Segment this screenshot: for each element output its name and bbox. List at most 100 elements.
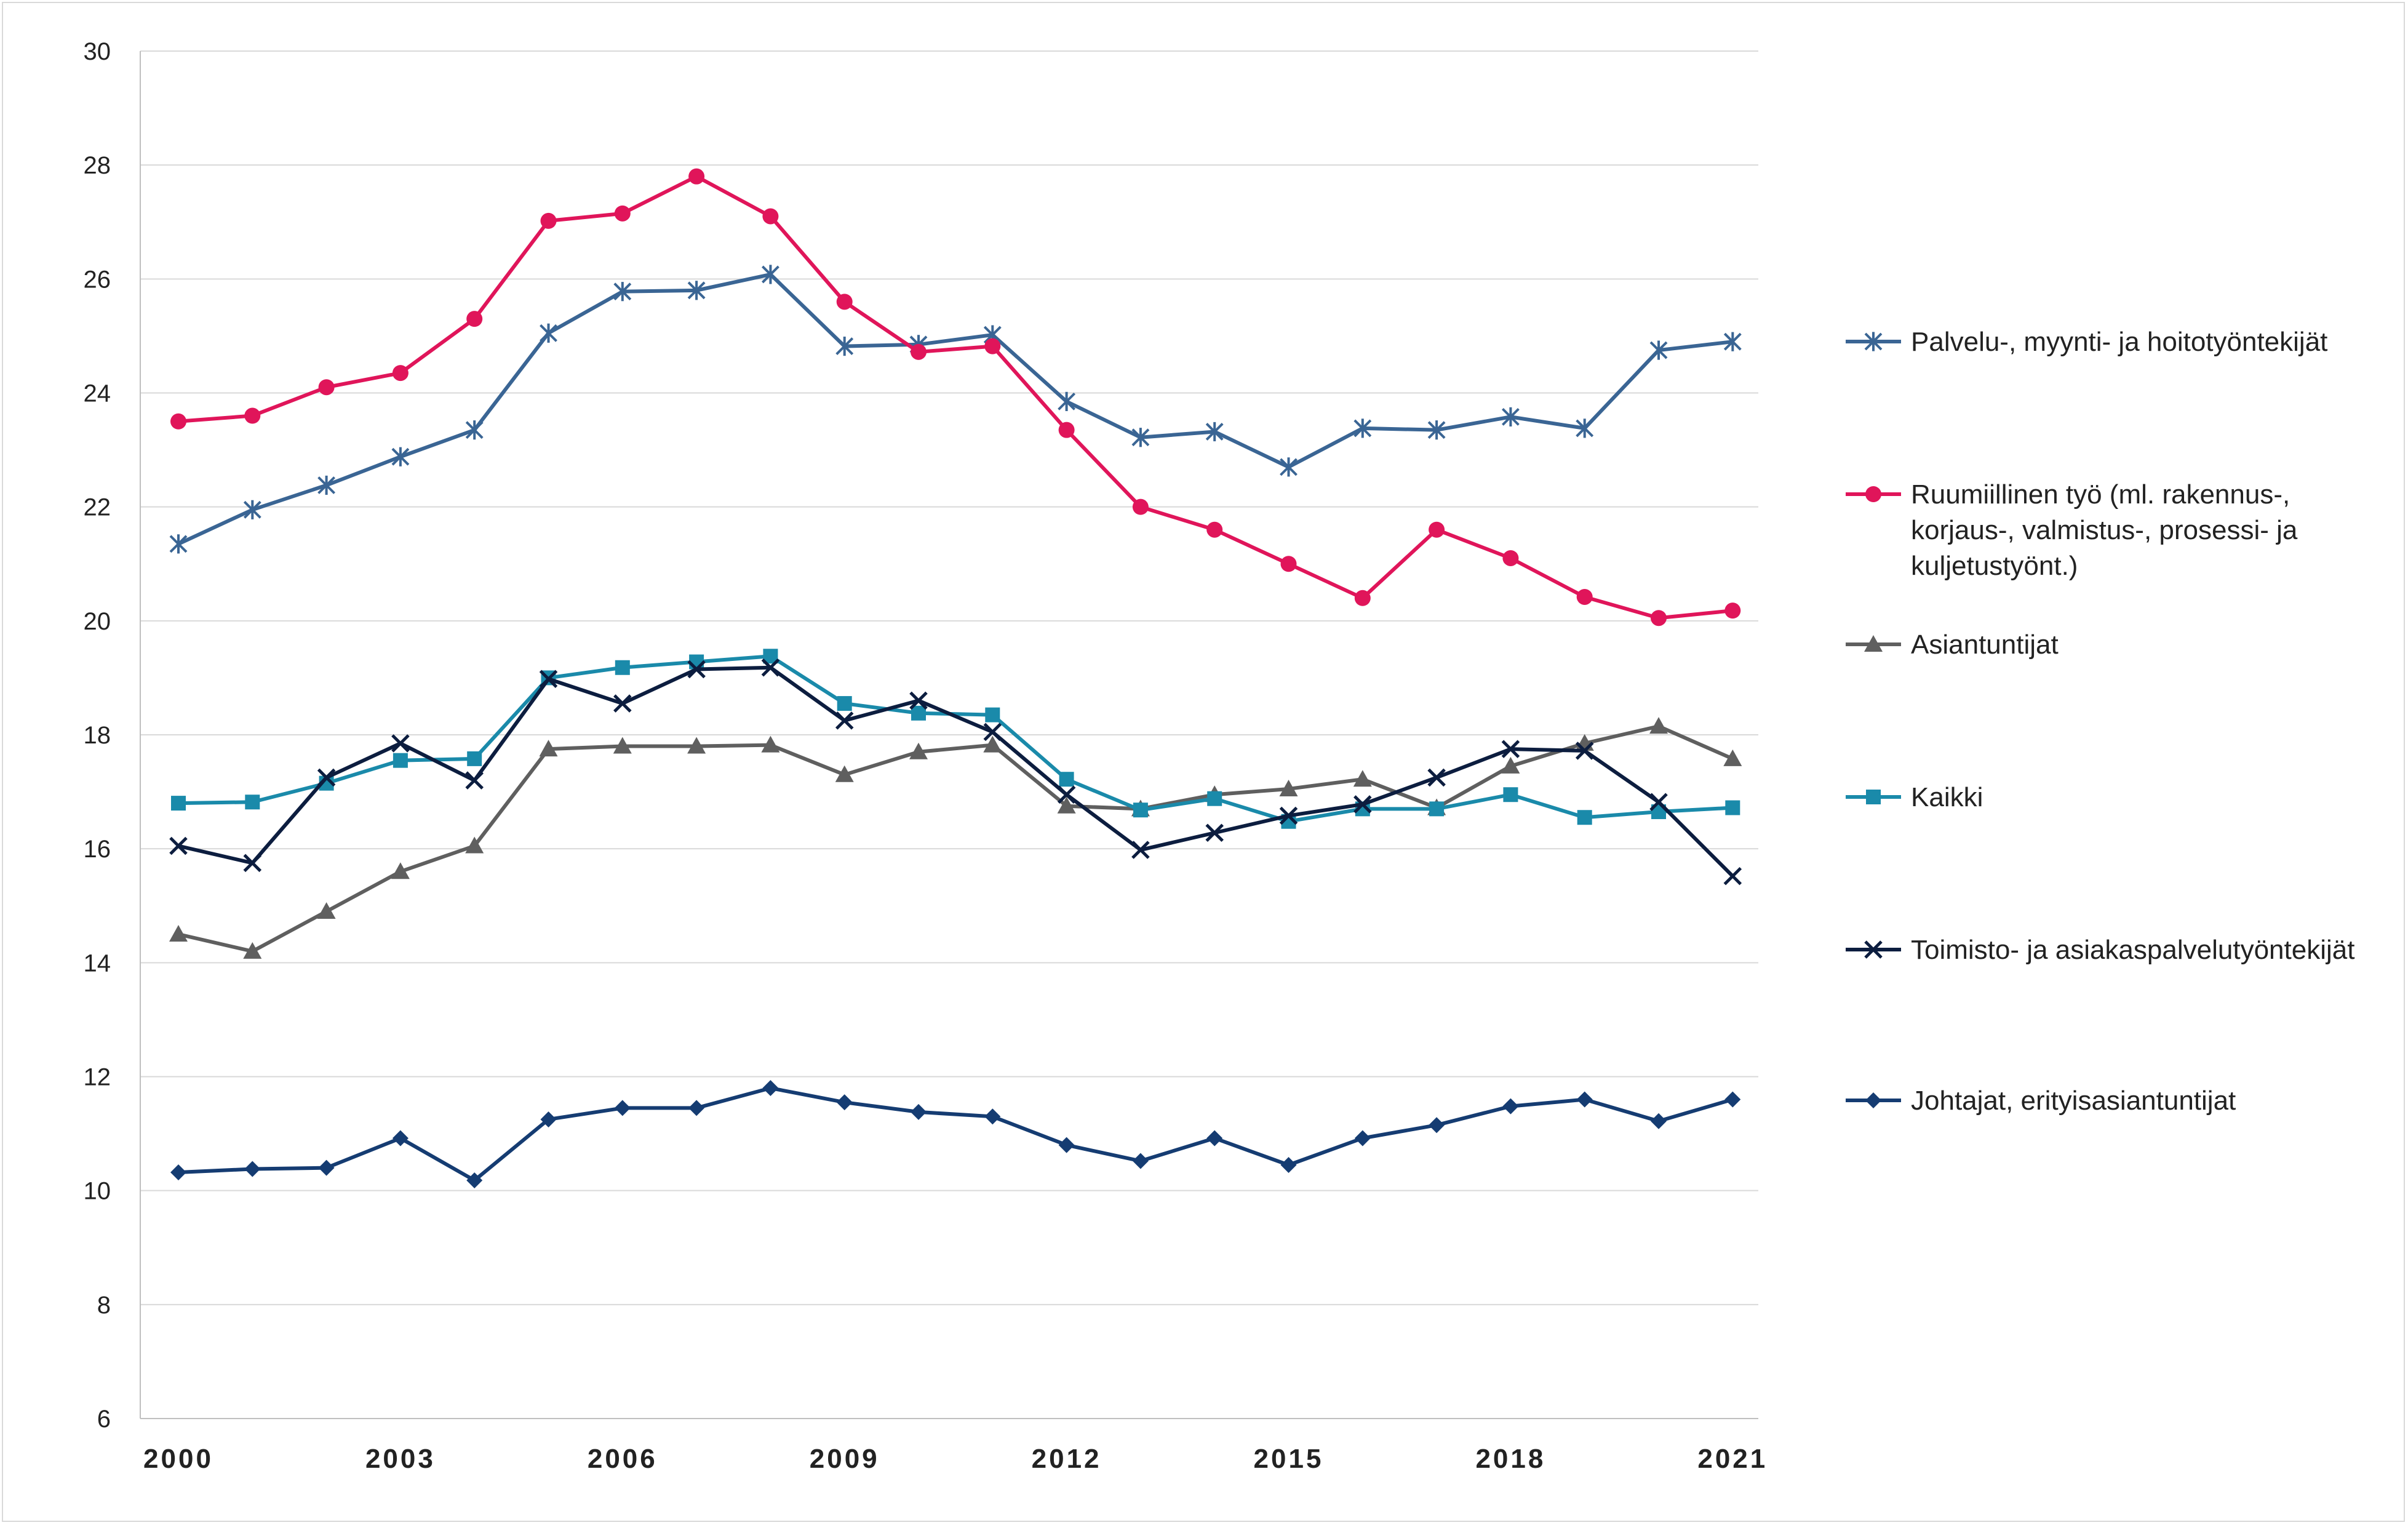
data-point: [1205, 823, 1224, 843]
data-point: [1577, 810, 1592, 825]
data-point: [835, 336, 854, 356]
data-point: [1058, 422, 1075, 438]
y-tick-label: 28: [84, 152, 111, 179]
data-point: [1133, 803, 1148, 818]
data-point: [985, 707, 1000, 722]
data-point: [170, 413, 186, 430]
data-point: [243, 854, 262, 873]
data-point: [762, 1080, 779, 1097]
data-point: [467, 751, 482, 766]
data-point: [1649, 717, 1668, 734]
y-tick-label: 30: [84, 38, 111, 65]
data-point: [1279, 779, 1298, 796]
data-point: [688, 168, 705, 185]
y-tick-label: 10: [84, 1178, 111, 1205]
data-point: [465, 420, 484, 440]
data-point: [540, 1111, 557, 1127]
data-point: [983, 735, 1002, 753]
series-group: [169, 168, 1742, 1189]
data-point: [1724, 1091, 1741, 1108]
x-tick-label: 2003: [365, 1444, 436, 1474]
legend-label: Ruumiillinen työ (ml. rakennus-,: [1911, 479, 2290, 510]
data-point: [392, 1130, 409, 1147]
data-point: [1207, 791, 1222, 806]
y-tick-label: 8: [97, 1292, 111, 1319]
data-point: [689, 654, 704, 670]
data-point: [1724, 602, 1741, 619]
y-tick-label: 26: [84, 266, 111, 293]
legend-item: Kaikki: [1846, 782, 1983, 812]
x-tick-label: 2000: [143, 1444, 213, 1474]
y-tick-label: 16: [84, 836, 111, 863]
data-point: [171, 796, 186, 811]
data-point: [245, 795, 260, 810]
data-point: [244, 407, 261, 424]
data-point: [465, 771, 484, 790]
data-point: [613, 694, 632, 713]
legend: Palvelu-, myynti- ja hoitotyöntekijät Ruu…: [1846, 327, 2354, 1116]
data-point: [466, 1172, 483, 1189]
data-point: [391, 734, 410, 753]
data-point: [1429, 521, 1445, 538]
data-point: [170, 1164, 186, 1181]
y-tick-label: 6: [97, 1406, 111, 1433]
data-point: [909, 691, 928, 710]
legend-label: korjaus-, valmistus-, prosessi- ja: [1911, 515, 2298, 545]
data-point: [317, 475, 336, 495]
data-point: [1205, 422, 1224, 442]
data-point: [1354, 795, 1372, 814]
data-point: [1059, 772, 1074, 787]
data-point: [539, 670, 558, 689]
data-point: [1429, 1117, 1445, 1134]
data-point: [983, 722, 1002, 742]
data-point: [466, 311, 483, 327]
data-point: [1057, 785, 1076, 804]
data-point: [1354, 1130, 1371, 1147]
data-point: [1206, 1130, 1223, 1147]
data-point: [540, 323, 557, 343]
series-5: [169, 658, 1742, 886]
series-line: [178, 654, 1733, 823]
data-point: [1723, 332, 1742, 351]
data-point: [1280, 556, 1297, 572]
axes: [140, 51, 1758, 1419]
legend-item: Palvelu-, myynti- ja hoitotyöntekijät: [1846, 327, 2327, 357]
series-line: [178, 665, 1734, 878]
data-point: [1649, 340, 1668, 360]
data-point: [1864, 332, 1883, 351]
y-tick-label: 20: [84, 608, 111, 635]
data-point: [1502, 1098, 1519, 1115]
x-tick-label: 2009: [810, 1444, 880, 1474]
data-point: [1057, 796, 1076, 814]
data-point: [1864, 940, 1883, 959]
data-point: [243, 942, 262, 959]
data-point: [613, 737, 632, 754]
data-point: [1502, 550, 1519, 566]
data-point: [837, 696, 852, 711]
legend-label: kuljetustyönt.): [1911, 551, 2078, 581]
x-tick-label: 2021: [1697, 1444, 1768, 1474]
data-point: [1353, 770, 1372, 787]
x-tick-label: 2006: [588, 1444, 658, 1474]
data-point: [243, 500, 261, 519]
data-point: [1501, 756, 1520, 774]
y-axis-ticks: 6 8 10 12 14 16 18 20 22 24 26 28 30: [84, 38, 111, 1433]
data-point: [317, 902, 336, 919]
data-point: [1280, 457, 1298, 477]
legend-label: Kaikki: [1911, 782, 1983, 812]
data-point: [1723, 867, 1742, 886]
data-point: [1649, 793, 1668, 812]
data-point: [1651, 610, 1667, 626]
data-point: [836, 1094, 853, 1111]
data-point: [1354, 418, 1372, 438]
data-point: [613, 282, 632, 302]
data-point: [909, 742, 928, 759]
legend-label: Asiantuntijat: [1911, 630, 2059, 660]
data-point: [391, 862, 410, 879]
data-point: [984, 1108, 1001, 1125]
data-point: [1279, 806, 1298, 825]
data-point: [1575, 742, 1594, 760]
series-line: [178, 724, 1734, 953]
